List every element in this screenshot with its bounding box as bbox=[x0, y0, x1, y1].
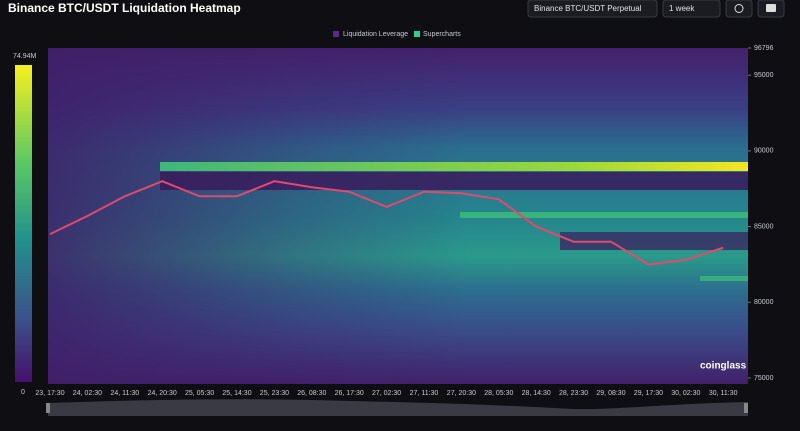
price-line bbox=[49, 180, 724, 266]
x-tick-label: 24, 20:30 bbox=[148, 390, 177, 397]
y-tick-label: 95000 bbox=[754, 72, 774, 79]
y-tick-label: 80000 bbox=[754, 299, 774, 306]
exchange-select-label[interactable]: Binance BTC/USDT Perpetual bbox=[534, 4, 642, 13]
x-tick-label: 29, 17:30 bbox=[634, 390, 663, 397]
colorbar bbox=[15, 65, 32, 382]
navigator-handle[interactable] bbox=[46, 403, 50, 413]
heatmap-band bbox=[460, 212, 748, 218]
navigator[interactable] bbox=[48, 399, 748, 416]
page-title: Binance BTC/USDT Liquidation Heatmap bbox=[8, 1, 241, 15]
heatmap-band bbox=[160, 172, 748, 190]
x-tick-label: 25, 05:30 bbox=[185, 390, 214, 397]
x-tick-label: 30, 02:30 bbox=[671, 390, 700, 397]
x-tick-label: 28, 14:30 bbox=[522, 390, 551, 397]
x-tick-label: 27, 20:30 bbox=[447, 390, 476, 397]
x-tick-label: 28, 23:30 bbox=[559, 390, 588, 397]
heatmap-band bbox=[160, 162, 748, 171]
y-tick-label: 96796 bbox=[754, 45, 774, 52]
x-tick-label: 25, 14:30 bbox=[222, 390, 251, 397]
y-tick-label: 90000 bbox=[754, 148, 774, 155]
x-tick-label: 26, 17:30 bbox=[335, 390, 364, 397]
refresh-button[interactable] bbox=[725, 0, 753, 18]
x-tick-label: 26, 08:30 bbox=[297, 390, 326, 397]
x-tick-label: 23, 17:30 bbox=[35, 390, 64, 397]
exchange-select[interactable] bbox=[527, 0, 658, 18]
x-tick-label: 25, 23:30 bbox=[260, 390, 289, 397]
legend-label: Supercharts bbox=[423, 31, 461, 38]
refresh-icon bbox=[734, 4, 744, 13]
x-tick-label: 27, 11:30 bbox=[410, 390, 439, 397]
x-tick-label: 29, 08:30 bbox=[596, 390, 625, 397]
x-tick-label: 30, 11:30 bbox=[709, 390, 738, 397]
x-tick-label: 28, 05:30 bbox=[484, 390, 513, 397]
heatmap-band bbox=[700, 276, 748, 281]
heatmap-band bbox=[560, 232, 748, 250]
x-tick-label: 24, 11:30 bbox=[110, 390, 139, 397]
navigator-handle[interactable] bbox=[744, 403, 748, 413]
range-select[interactable] bbox=[662, 0, 721, 18]
y-tick-label: 75000 bbox=[754, 375, 774, 382]
watermark: coinglass bbox=[700, 361, 747, 372]
range-select-label[interactable]: 1 week bbox=[669, 4, 695, 13]
legend-label: Liquidation Leverage bbox=[343, 31, 408, 38]
x-tick-label: 24, 02:30 bbox=[73, 390, 102, 397]
legend-swatch bbox=[333, 31, 339, 37]
x-tick-label: 27, 02:30 bbox=[372, 390, 401, 397]
y-tick-label: 85000 bbox=[754, 223, 774, 230]
colorbar-min: 0 bbox=[21, 389, 25, 396]
legend-swatch bbox=[414, 31, 420, 37]
colorbar-max: 74.94M bbox=[13, 53, 37, 60]
camera-icon bbox=[766, 4, 776, 12]
